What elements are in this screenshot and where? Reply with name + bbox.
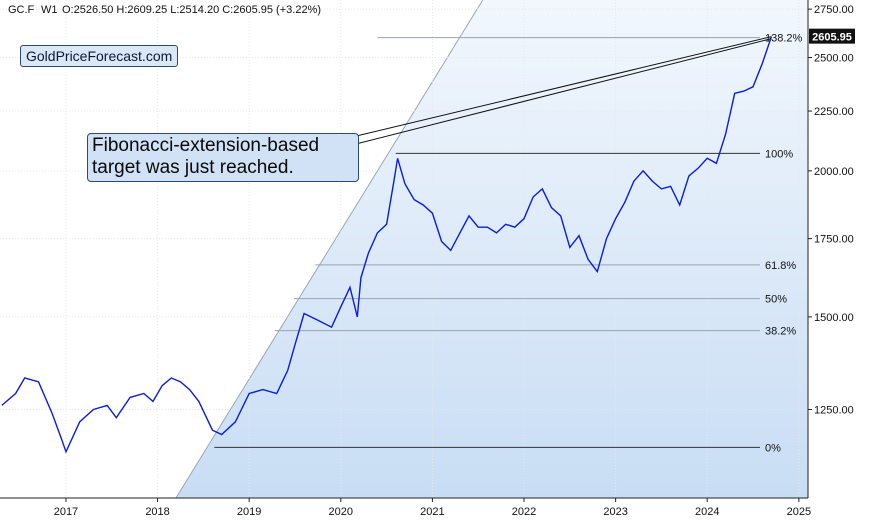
x-tick-label: 2021 xyxy=(420,506,444,518)
fib-level-label: 50% xyxy=(765,294,787,306)
y-tick-label: 2500.00 xyxy=(814,53,854,65)
annotation-pointer-line xyxy=(347,36,772,139)
fib-level-label: 138.2% xyxy=(765,33,803,45)
fibonacci-fan-area xyxy=(175,0,808,498)
fib-level-label: 61.8% xyxy=(765,260,796,272)
y-tick-label: 2250.00 xyxy=(814,106,854,118)
y-tick-label: 1500.00 xyxy=(814,312,854,324)
annotation-pointer-line xyxy=(347,38,772,147)
svg-text:2605.95: 2605.95 xyxy=(812,32,852,44)
y-axis-ticks: 2750.00 2500.00 2250.00 2000.00 1750.00 1500.… xyxy=(808,4,854,416)
x-tick-label: 2025 xyxy=(787,506,811,518)
y-tick-label: 1250.00 xyxy=(814,404,854,416)
fib-level-label: 0% xyxy=(765,442,781,454)
fib-level-label: 38.2% xyxy=(765,326,796,338)
y-tick-label: 1750.00 xyxy=(814,234,854,246)
x-tick-label: 2022 xyxy=(512,506,536,518)
site-logo: GoldPriceForecast.com xyxy=(20,45,179,67)
chart-interval: W1 xyxy=(41,4,58,16)
chart-ohlc: O:2526.50 H:2609.25 L:2514.20 C:2605.95 … xyxy=(62,4,321,16)
y-tick-label: 2000.00 xyxy=(814,166,854,178)
x-tick-label: 2024 xyxy=(695,506,719,518)
x-axis-ticks: 2017 2018 2019 2020 2021 2022 2023 2024 2025 xyxy=(54,498,811,518)
fibonacci-fan-edge xyxy=(175,0,484,499)
x-tick-label: 2019 xyxy=(237,506,261,518)
x-tick-label: 2023 xyxy=(603,506,627,518)
x-tick-label: 2020 xyxy=(329,506,353,518)
price-series xyxy=(1,36,773,454)
fib-level-label: 100% xyxy=(765,148,793,160)
chart-symbol: GC.F xyxy=(8,4,35,16)
y-tick-label: 2750.00 xyxy=(814,4,854,16)
gridlines xyxy=(0,0,808,498)
x-tick-label: 2018 xyxy=(145,506,169,518)
x-tick-label: 2017 xyxy=(54,506,78,518)
last-price-label: 2605.95 xyxy=(809,28,855,44)
fibonacci-levels: 138.2% 100% 61.8% 50% 38.2% 0% xyxy=(214,33,803,454)
annotation-callout: Fibonacci-extension-based target was jus… xyxy=(87,133,359,182)
